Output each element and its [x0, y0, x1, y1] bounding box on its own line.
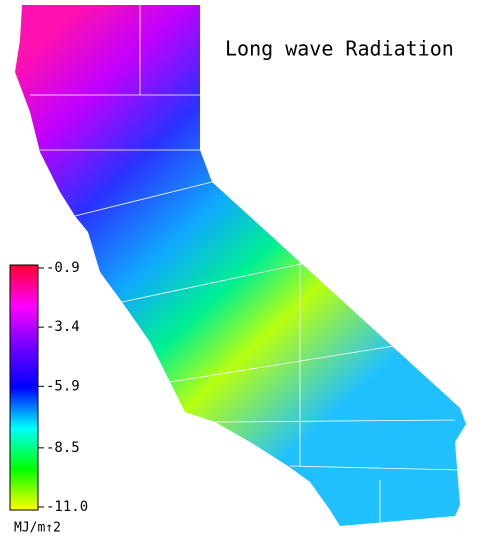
- colorbar-ticks: -0.9 -3.4 -5.9 -8.5 -11.0: [38, 260, 88, 515]
- colorbar-unit: MJ/m↑2: [14, 521, 61, 536]
- colorbar-tick-label: -11.0: [46, 499, 88, 515]
- map-title: Long wave Radiation: [225, 37, 454, 61]
- colorbar-tick-label: -0.9: [46, 260, 80, 276]
- colorbar-tick-label: -5.9: [46, 378, 80, 394]
- colorbar-tick-label: -3.4: [46, 319, 80, 335]
- colorbar: [9, 264, 39, 511]
- california-shape: [15, 5, 466, 526]
- county-lines: [30, 5, 461, 522]
- colorbar-tick-label: -8.5: [46, 440, 80, 456]
